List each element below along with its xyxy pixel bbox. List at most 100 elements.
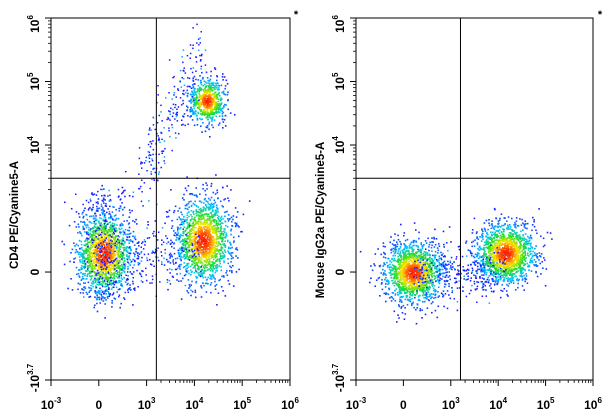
event-dot xyxy=(149,263,152,265)
event-dot xyxy=(108,266,110,268)
event-dot xyxy=(207,213,210,216)
event-dot xyxy=(94,265,97,268)
event-dot xyxy=(198,235,200,237)
event-dot xyxy=(217,124,220,126)
event-dot xyxy=(96,274,98,277)
event-dot xyxy=(201,238,204,241)
event-dot xyxy=(238,226,240,228)
event-dot xyxy=(215,107,217,110)
event-dot xyxy=(95,229,97,231)
event-dot xyxy=(198,255,201,257)
event-dot xyxy=(101,247,103,249)
event-dot xyxy=(109,226,111,229)
event-dot xyxy=(105,258,108,260)
event-dot xyxy=(91,246,93,249)
event-dot xyxy=(76,273,78,276)
event-dot xyxy=(429,260,431,263)
event-dot xyxy=(90,277,93,280)
event-dot xyxy=(108,246,111,248)
event-dot xyxy=(88,254,90,256)
event-dot xyxy=(106,211,108,214)
event-dot xyxy=(138,245,140,247)
event-dot xyxy=(91,209,93,212)
event-dot xyxy=(199,212,202,215)
event-dot xyxy=(175,268,178,271)
event-dot xyxy=(192,98,194,100)
event-dot xyxy=(392,269,394,272)
event-dot xyxy=(118,207,120,210)
event-dot xyxy=(157,162,160,164)
event-dot xyxy=(114,268,116,270)
event-dot xyxy=(103,255,106,258)
event-dot xyxy=(215,94,218,97)
event-dot xyxy=(116,264,118,267)
event-dot xyxy=(221,240,223,243)
event-dot xyxy=(80,267,82,269)
event-dot xyxy=(90,289,92,291)
event-dot xyxy=(157,259,160,262)
event-dot xyxy=(108,200,111,202)
event-dot xyxy=(203,198,206,201)
event-dot xyxy=(418,262,421,265)
event-dot xyxy=(85,199,88,202)
event-dot xyxy=(119,231,121,233)
event-dot xyxy=(87,238,89,240)
event-dot xyxy=(121,272,123,274)
event-dot xyxy=(212,273,214,276)
event-dot xyxy=(184,284,187,287)
event-dot xyxy=(107,290,110,293)
event-dot xyxy=(179,266,181,268)
event-dot xyxy=(204,100,207,103)
event-dot xyxy=(128,252,130,255)
event-dot xyxy=(403,287,405,290)
event-dot xyxy=(105,260,107,263)
event-dot xyxy=(161,138,163,141)
event-dot xyxy=(211,113,214,115)
event-dot xyxy=(214,209,217,212)
event-dot xyxy=(81,213,83,215)
event-dot xyxy=(119,248,121,250)
event-dot xyxy=(104,204,107,207)
event-dot xyxy=(183,223,185,225)
event-dot xyxy=(96,294,98,297)
event-dot xyxy=(210,110,212,113)
event-dot xyxy=(187,244,190,247)
event-dot xyxy=(190,210,193,212)
event-dot xyxy=(186,232,188,235)
event-dot xyxy=(80,265,83,267)
event-dot xyxy=(182,49,185,51)
event-dot xyxy=(88,255,91,258)
event-dot xyxy=(200,81,202,84)
event-dot xyxy=(83,260,85,262)
event-dot xyxy=(182,266,185,269)
event-dot xyxy=(233,114,236,116)
event-dot xyxy=(118,195,120,197)
event-dot xyxy=(99,291,101,293)
event-dot xyxy=(399,264,401,266)
event-dot xyxy=(110,260,113,262)
event-dot xyxy=(195,281,197,284)
event-dot xyxy=(168,209,171,212)
event-dot xyxy=(166,211,169,213)
event-dot xyxy=(103,269,105,272)
event-dot xyxy=(151,275,154,277)
event-dot xyxy=(113,269,115,271)
event-dot xyxy=(424,283,426,286)
event-dot xyxy=(219,111,221,114)
event-dot xyxy=(151,250,154,252)
event-dot xyxy=(186,267,188,270)
event-dot xyxy=(427,254,429,256)
event-dot xyxy=(212,270,214,273)
event-dot xyxy=(200,113,202,115)
event-dot xyxy=(134,287,136,289)
event-dot xyxy=(214,193,217,195)
event-dot xyxy=(220,109,222,112)
event-dot xyxy=(444,265,446,268)
event-dot xyxy=(194,113,196,115)
event-dot xyxy=(102,282,104,284)
event-dot xyxy=(204,282,207,285)
event-dot xyxy=(105,219,107,221)
event-dot xyxy=(93,245,95,247)
event-dot xyxy=(213,206,215,208)
event-dot xyxy=(97,228,100,231)
